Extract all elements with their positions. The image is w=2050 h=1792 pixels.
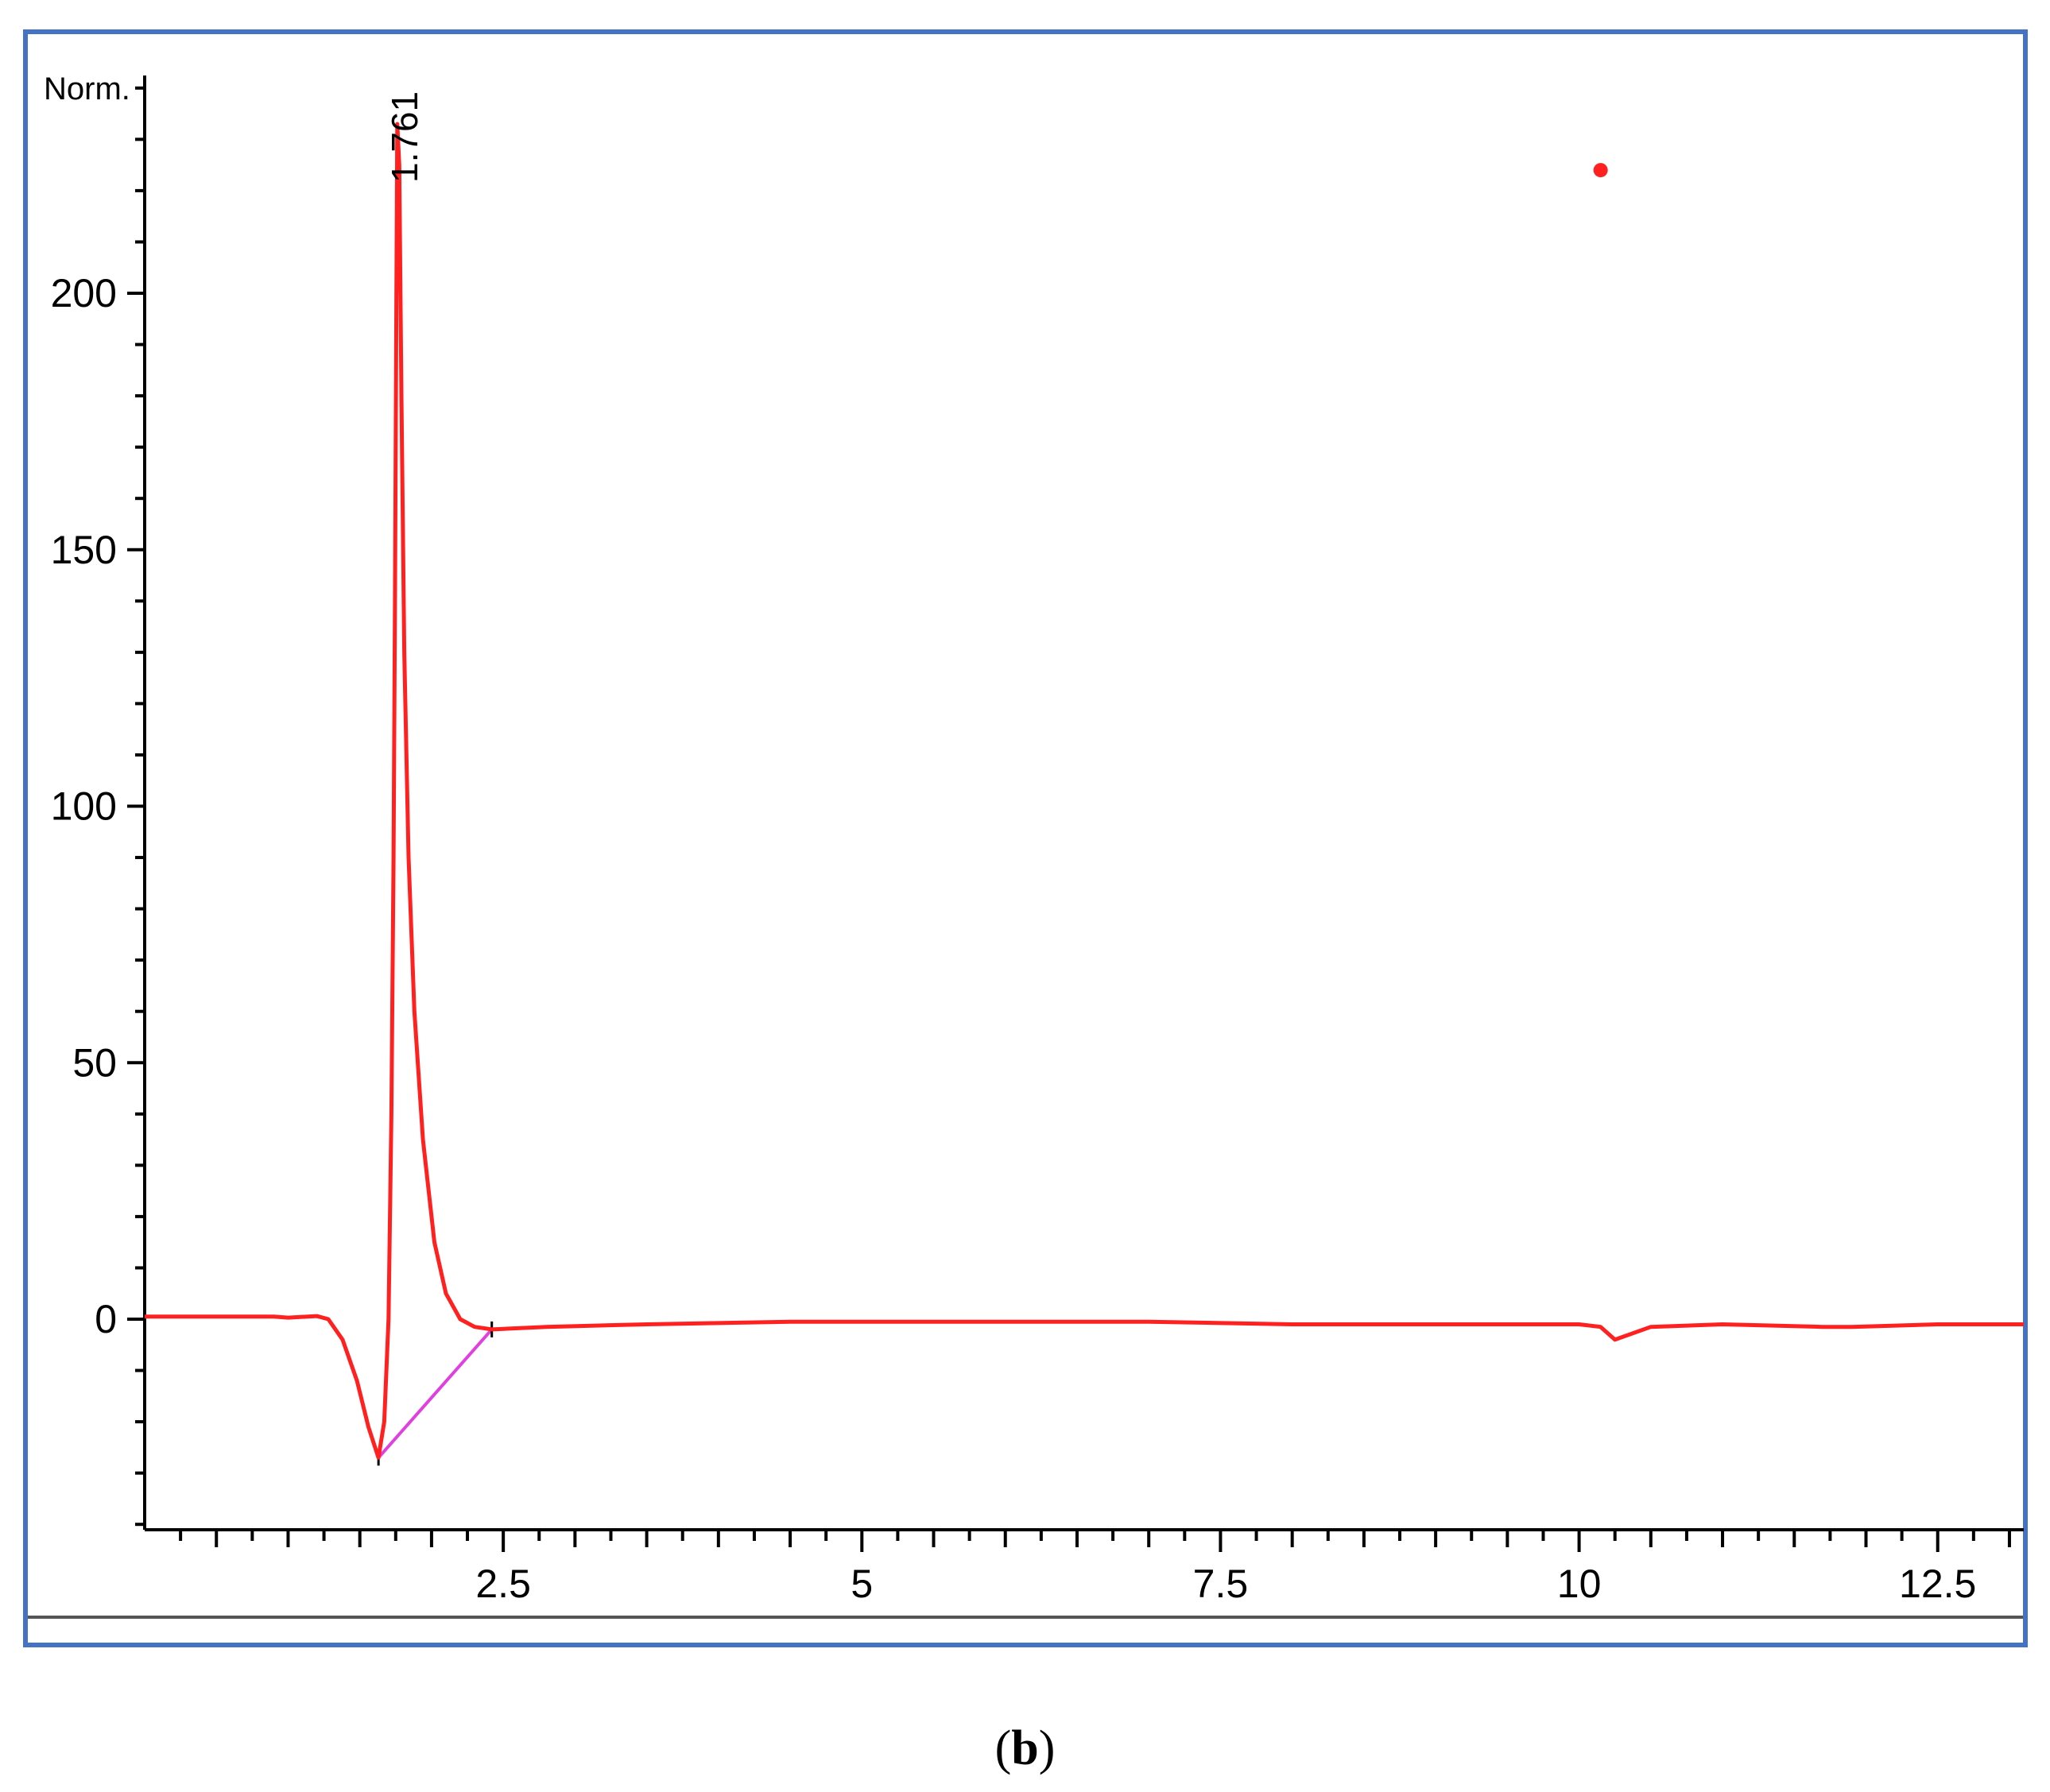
peak-retention-label: 1.761: [384, 91, 425, 183]
y-tick-label: 50: [72, 1040, 117, 1085]
integration-baseline: [377, 1328, 494, 1459]
x-axis-ticks: 2.5 5 7.5 10 12.5: [179, 1530, 2011, 1606]
y-tick-label: 100: [51, 784, 117, 829]
y-axis-ticks: 0 50 100 150 200: [51, 86, 145, 1527]
figure-caption: (b): [994, 1721, 1056, 1775]
y-tick-label: 200: [51, 271, 117, 315]
marker-dot: [1593, 163, 1608, 178]
x-tick-label: 12.5: [1899, 1562, 1976, 1606]
x-tick-label: 10: [1557, 1562, 1602, 1606]
x-tick-label: 7.5: [1193, 1562, 1249, 1606]
chart-frame: [23, 29, 2028, 1647]
x-tick-label: 5: [851, 1562, 873, 1606]
y-tick-label: 150: [51, 528, 117, 572]
y-tick-label: 0: [95, 1297, 117, 1341]
plot-area: 1.761: [145, 91, 2024, 1466]
x-tick-label: 2.5: [475, 1562, 531, 1606]
signal-trace: [145, 122, 2024, 1460]
y-axis-unit-label: Norm.: [44, 72, 130, 106]
